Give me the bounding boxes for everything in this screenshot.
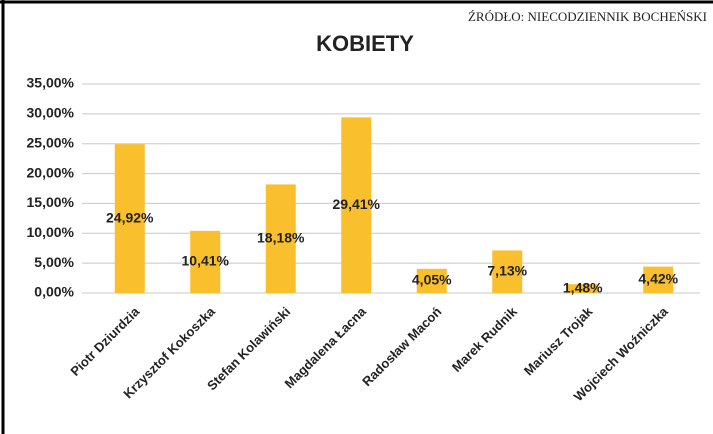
bar	[190, 230, 221, 293]
bar	[114, 144, 145, 293]
bar	[416, 268, 447, 293]
y-tick-label: 35,00%	[27, 75, 75, 91]
value-label: 4,05%	[412, 272, 452, 288]
y-tick-label: 20,00%	[27, 164, 75, 180]
value-label: 10,41%	[182, 253, 230, 269]
bar	[643, 266, 674, 293]
bar	[567, 284, 598, 293]
value-label: 18,18%	[257, 229, 305, 245]
y-tick-label: 25,00%	[27, 134, 75, 150]
y-tick-label: 5,00%	[34, 254, 74, 270]
value-label: 7,13%	[487, 262, 527, 278]
source: ŹRÓDŁO: NIECODZIENNIK BOCHEŃSKI	[468, 9, 707, 24]
y-tick-label: 0,00%	[34, 284, 74, 300]
bar	[265, 184, 296, 293]
y-tick-label: 15,00%	[27, 194, 75, 210]
value-label: 29,41%	[333, 196, 381, 212]
y-tick-label: 10,00%	[27, 224, 75, 240]
bar	[492, 250, 523, 293]
value-label: 4,42%	[638, 271, 678, 287]
value-label: 1,48%	[563, 279, 603, 295]
y-tick-label: 30,00%	[27, 105, 75, 121]
bar	[341, 117, 372, 294]
value-label: 24,92%	[106, 209, 154, 225]
chart-title: KOBIETY	[316, 31, 414, 56]
